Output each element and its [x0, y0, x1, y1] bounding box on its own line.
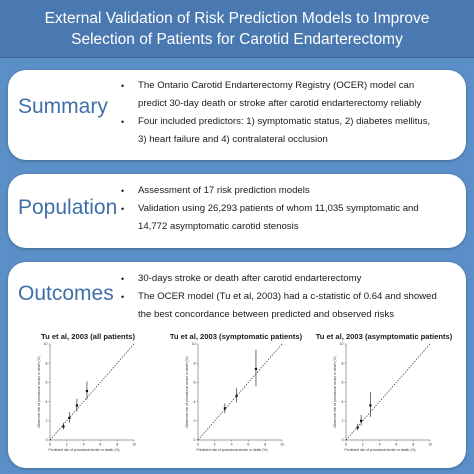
bullet-icon: • [121, 292, 125, 302]
y-tick-label: 6 [46, 381, 48, 385]
y-tick-label: 4 [46, 400, 48, 404]
data-point [223, 407, 226, 410]
x-tick-label: 0 [345, 443, 347, 447]
data-point [85, 389, 89, 393]
bullet-text-line: the best concordance between predicted a… [138, 309, 394, 320]
y-axis-label: Observed risk of procedural stroke or de… [37, 356, 41, 427]
data-point [62, 425, 65, 428]
x-tick-label: 10 [132, 443, 136, 447]
bullet-text-line: 14,772 asymptomatic carotid stenosis [138, 221, 299, 232]
y-tick-label: 4 [194, 400, 196, 404]
population-bullet-1: • Assessment of 17 risk prediction model… [121, 182, 461, 200]
outcomes-bullet-1: • 30-days stroke or death after carotid … [121, 270, 461, 288]
x-tick-label: 2 [362, 443, 364, 447]
y-tick-label: 6 [194, 381, 196, 385]
reference-diagonal-line [197, 343, 283, 441]
x-tick-label: 4 [231, 443, 233, 447]
x-tick-label: 6 [395, 443, 397, 447]
plot-title: Tu et al, 2003 (symptomatic patients) [169, 332, 303, 341]
y-tick-label: 2 [342, 419, 344, 423]
bullet-text-line: 30-days stroke or death after carotid en… [138, 273, 362, 284]
bullet-text-line: predict 30-day death or stroke after car… [138, 98, 422, 109]
population-heading: Population [18, 196, 118, 219]
summary-card: Summary • The Ontario Carotid Endarterec… [8, 70, 466, 160]
x-tick-label: 4 [379, 443, 381, 447]
x-tick-label: 4 [83, 443, 85, 447]
x-tick-label: 10 [280, 443, 284, 447]
x-tick-label: 6 [247, 443, 249, 447]
y-tick-label: 8 [342, 361, 344, 365]
y-tick-label: 2 [194, 419, 196, 423]
calibration-chart: 00 2 2 4 4 6 6 8 8 10 10 Predicted risk of procedur… [333, 342, 432, 452]
title-line-1: External Validation of Risk Prediction M… [44, 9, 430, 27]
x-tick-label: 0 [197, 443, 199, 447]
calibration-chart: 00 2 2 4 4 6 6 8 8 10 10 Predicted risk of procedur… [37, 342, 136, 452]
data-point [369, 404, 372, 407]
reference-diagonal-line [345, 343, 431, 441]
outcomes-card: Outcomes • 30-days stroke or death after… [8, 262, 466, 468]
bullet-icon: • [121, 274, 125, 284]
summary-bullets: • The Ontario Carotid Endarterectomy Reg… [121, 77, 461, 149]
x-tick-label: 6 [99, 443, 101, 447]
y-tick-label: 8 [46, 361, 48, 365]
data-point [360, 419, 363, 422]
x-axis-label: Predicted risk of procedural stroke or d… [196, 448, 267, 452]
x-tick-label: 8 [412, 443, 414, 447]
y-tick-label: 8 [194, 361, 196, 365]
y-tick-label: 10 [192, 342, 196, 346]
calibration-chart: 00 2 2 4 4 6 6 8 8 10 10 Predicted risk of procedur… [185, 342, 284, 452]
bullet-text-line: Assessment of 17 risk prediction models [138, 185, 310, 196]
bullet-icon: • [121, 81, 125, 91]
title-banner: External Validation of Risk Prediction M… [0, 0, 474, 58]
y-tick-label: 10 [340, 342, 344, 346]
x-tick-label: 8 [264, 443, 266, 447]
data-point [254, 367, 258, 371]
bullet-text-line: The OCER model (Tu et al, 2003) had a c-… [138, 291, 437, 302]
y-tick-label: 0 [194, 438, 196, 442]
summary-heading: Summary [18, 95, 108, 118]
y-axis-label: Observed risk of procedural stroke or de… [333, 356, 337, 427]
bullet-text-line: The Ontario Carotid Endarterectomy Regis… [138, 80, 415, 91]
y-tick-label: 2 [46, 419, 48, 423]
data-point [356, 426, 359, 429]
data-point [75, 404, 78, 407]
plot-asymptomatic: Tu et al, 2003 (asymptomatic patients) 0… [314, 330, 454, 466]
population-bullets: • Assessment of 17 risk prediction model… [121, 182, 461, 236]
x-tick-label: 10 [428, 443, 432, 447]
x-axis-label: Predicted risk of procedural stroke or d… [48, 448, 119, 452]
y-tick-label: 0 [342, 438, 344, 442]
population-bullet-2: • Validation using 26,293 patients of wh… [121, 200, 461, 236]
x-tick-label: 2 [66, 443, 68, 447]
population-card: Population • Assessment of 17 risk predi… [8, 174, 466, 248]
x-tick-label: 8 [116, 443, 118, 447]
bullet-icon: • [121, 117, 125, 127]
summary-bullet-2: • Four included predictors: 1) symptomat… [121, 113, 461, 149]
y-tick-label: 0 [46, 438, 48, 442]
title-line-2: Selection of Patients for Carotid Endart… [71, 30, 403, 48]
x-tick-label: 2 [214, 443, 216, 447]
y-axis-label: Observed risk of procedural stroke or de… [185, 356, 189, 427]
summary-bullet-1: • The Ontario Carotid Endarterectomy Reg… [121, 77, 461, 113]
bullet-text-line: 3) heart failure and 4) contralateral oc… [138, 134, 328, 145]
y-tick-label: 6 [342, 381, 344, 385]
data-point [68, 416, 71, 420]
x-tick-label: 0 [49, 443, 51, 447]
bullet-text-line: Four included predictors: 1) symptomatic… [138, 116, 431, 127]
data-point [235, 394, 238, 397]
bullet-icon: • [121, 186, 125, 196]
outcomes-bullets: • 30-days stroke or death after carotid … [121, 270, 461, 324]
plot-title: Tu et al, 2003 (all patients) [41, 332, 135, 341]
y-tick-label: 4 [342, 400, 344, 404]
y-tick-label: 10 [44, 342, 48, 346]
outcomes-bullet-2: • The OCER model (Tu et al, 2003) had a … [121, 288, 461, 324]
bullet-text-line: Validation using 26,293 patients of whom… [138, 203, 419, 214]
plot-title: Tu et al, 2003 (asymptomatic patients) [315, 332, 453, 341]
bullet-icon: • [121, 204, 125, 214]
outcomes-heading: Outcomes [18, 282, 114, 305]
x-axis-label: Predicted risk of procedural stroke or d… [344, 448, 415, 452]
